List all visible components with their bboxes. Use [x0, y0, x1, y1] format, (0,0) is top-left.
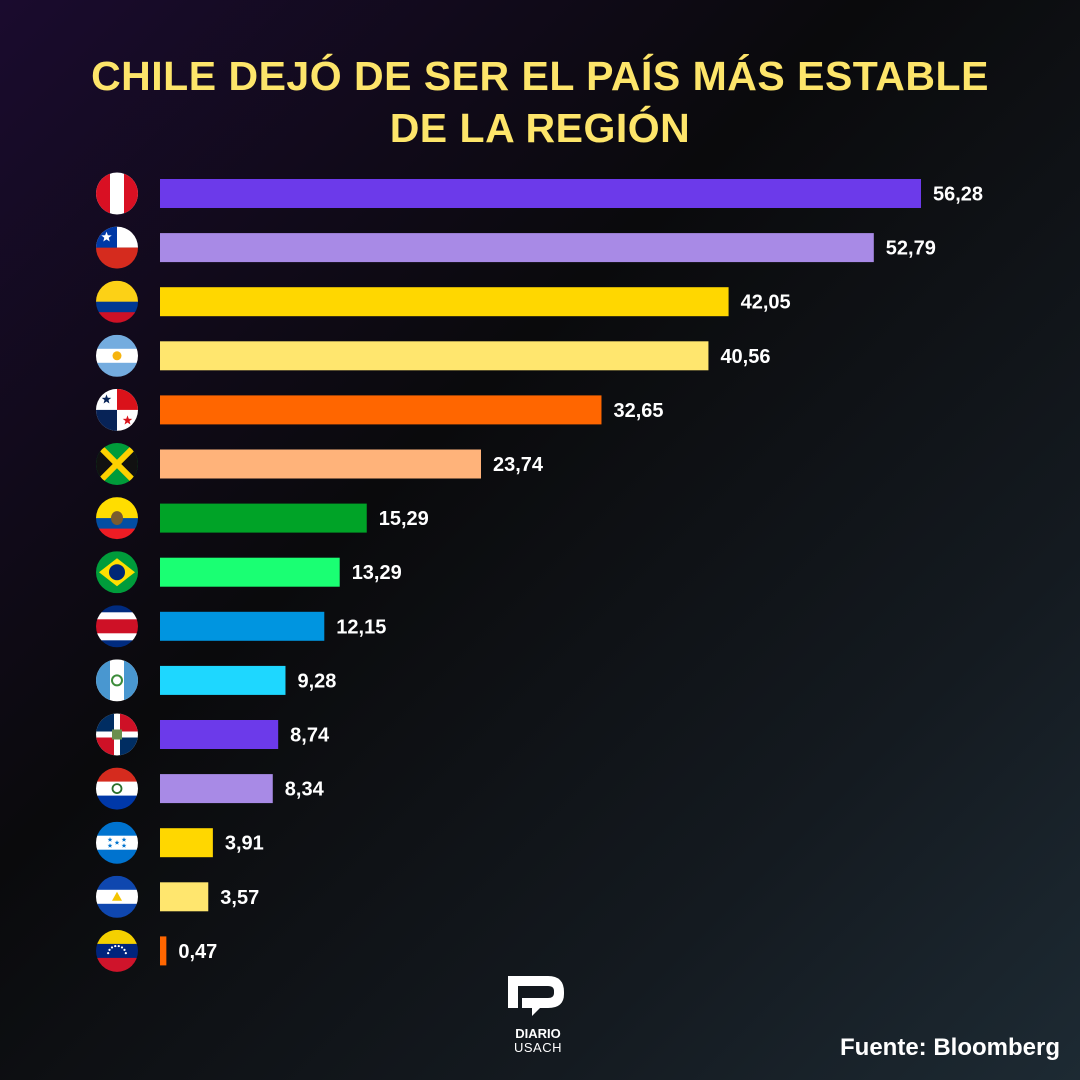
bar-venezuela [160, 936, 167, 966]
bar-dominican-republic [160, 720, 279, 749]
value-label: 3,91 [225, 833, 264, 855]
value-label: 15,29 [379, 508, 429, 530]
bar-chile [160, 233, 874, 263]
chile-flag-icon [96, 226, 138, 269]
title-line-1: CHILE DEJÓ DE SER EL PAÍS MÁS ESTABLE [91, 53, 989, 99]
bar-guatemala [160, 665, 286, 695]
bar-honduras [160, 828, 213, 858]
guatemala-flag-icon [96, 659, 138, 702]
bar-paraguay [160, 774, 273, 804]
bar-colombia [160, 287, 729, 317]
logo-text-diario: DIARIO [515, 1026, 561, 1041]
bar-peru [160, 179, 921, 208]
colombia-flag-icon [96, 280, 138, 323]
value-label: 42,05 [741, 292, 791, 314]
value-label: 3,57 [220, 887, 259, 909]
value-label: 13,29 [352, 562, 402, 584]
paraguay-flag-icon [96, 767, 138, 810]
value-label: 23,74 [493, 454, 544, 476]
source-label: Fuente: Bloomberg [840, 1034, 1060, 1061]
bar-ecuador [160, 503, 367, 533]
value-label: 32,65 [613, 400, 663, 422]
bars [160, 179, 921, 966]
peru-flag-icon [96, 172, 138, 215]
value-label: 8,34 [285, 779, 325, 801]
country-flags [96, 172, 138, 972]
value-label: 8,74 [290, 725, 330, 747]
value-label: 56,28 [933, 184, 983, 206]
bar-argentina [160, 341, 709, 371]
value-label: 52,79 [886, 238, 936, 260]
honduras-flag-icon [96, 821, 138, 864]
panama-flag-icon [96, 388, 138, 431]
ecuador-flag-icon [96, 497, 138, 540]
diario-usach-logo: DIARIO USACH [496, 968, 580, 1058]
chart-title: CHILE DEJÓ DE SER EL PAÍS MÁS ESTABLE DE… [0, 50, 1080, 154]
venezuela-flag-icon [96, 929, 138, 972]
bar-brazil [160, 557, 340, 587]
value-label: 0,47 [178, 941, 217, 963]
el-salvador-flag-icon [96, 875, 138, 918]
speech-bubble-logo-icon [508, 976, 564, 1016]
bar-costa-rica [160, 611, 325, 641]
argentina-flag-icon [96, 334, 138, 377]
costa-rica-flag-icon [96, 605, 138, 648]
value-label: 40,56 [720, 346, 770, 368]
jamaica-flag-icon [96, 443, 138, 485]
logo-text-usach: USACH [513, 1040, 562, 1055]
dominican-republic-flag-icon [96, 713, 138, 756]
bar-jamaica [160, 449, 482, 479]
value-label: 12,15 [336, 616, 386, 638]
value-label: 9,28 [297, 670, 336, 692]
brazil-flag-icon [96, 551, 138, 594]
bar-panama [160, 395, 602, 425]
value-labels: 56,28 52,79 42,05 40,56 32,65 23,74 15,29 13,29… [178, 184, 983, 963]
bar-el-salvador [160, 882, 209, 912]
title-line-2: DE LA REGIÓN [389, 105, 691, 151]
